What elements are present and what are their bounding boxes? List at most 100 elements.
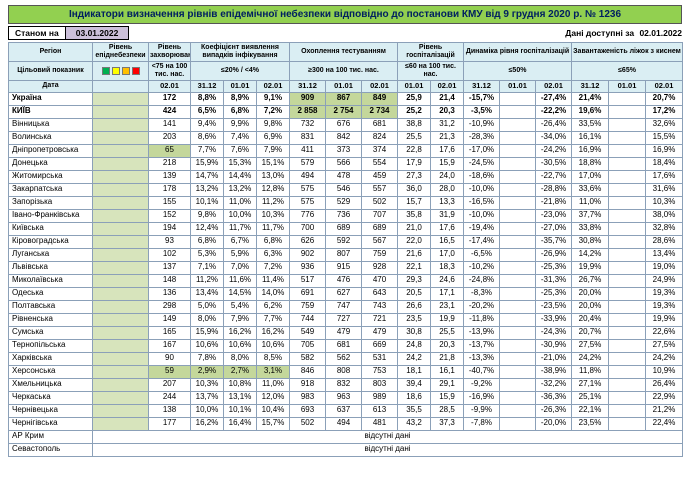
indicators-table: Регіон Рівень епіднебезпеки Рівень захво…	[8, 41, 684, 457]
value-cell: 207	[148, 377, 191, 392]
value-cell: 7,8%	[190, 351, 224, 366]
epid-level-cell	[92, 273, 149, 288]
table-row: Дніпропетровська 65 7,7% 7,6% 7,9% 411 373 374 2…	[8, 143, 684, 158]
value-cell: 689	[325, 221, 362, 236]
value-cell: 16,2%	[223, 325, 257, 340]
value-cell	[608, 143, 647, 158]
table-row: КИЇВ 424 6,5% 6,8% 7,2% 2 858 2 754 2 734 25,2 20…	[8, 104, 684, 119]
value-cell	[499, 403, 536, 418]
value-cell: 517	[289, 273, 326, 288]
epid-level-cell	[92, 312, 149, 327]
value-cell: 8,0%	[190, 312, 224, 327]
value-cell: 10,6%	[223, 338, 257, 353]
value-cell: 676	[325, 117, 362, 132]
value-cell: 476	[325, 273, 362, 288]
value-cell: 15,9	[430, 156, 464, 171]
table-row: Запорізька 155 10,1% 11,0% 11,2% 575 529 502 15,…	[8, 195, 684, 210]
no-data-cell: відсутні дані	[91, 442, 684, 457]
date-header: 02.01	[645, 80, 684, 93]
epid-level-header: Рівень епіднебезпеки	[92, 41, 149, 63]
value-cell: -21,8%	[534, 195, 573, 210]
value-cell: 19,6%	[571, 104, 610, 119]
value-cell: -30,9%	[534, 338, 573, 353]
value-cell: -13,9%	[463, 325, 500, 340]
value-cell: -9,2%	[463, 377, 500, 392]
table-row: Донецька 218 15,9% 15,3% 15,1% 579 566 554 17,9 1…	[8, 156, 684, 171]
value-cell: 167	[148, 338, 191, 353]
value-cell: 27,3	[397, 169, 431, 184]
value-cell: 373	[325, 143, 362, 158]
value-cell: 28,6%	[645, 234, 684, 249]
value-cell: 7,2%	[256, 260, 290, 275]
value-cell: -19,4%	[463, 221, 500, 236]
value-cell: -10,9%	[463, 117, 500, 132]
value-cell: 681	[325, 338, 362, 353]
value-cell: -24,5%	[463, 156, 500, 171]
date-header: 31.12	[190, 80, 224, 93]
value-cell: 8,9%	[223, 91, 257, 106]
value-cell: -31,3%	[534, 273, 573, 288]
value-cell: 575	[289, 182, 326, 197]
date-header: 02.01	[256, 80, 290, 93]
value-cell: -10,0%	[463, 182, 500, 197]
value-cell	[608, 351, 647, 366]
value-cell	[499, 156, 536, 171]
value-cell	[499, 286, 536, 301]
value-cell: 727	[325, 312, 362, 327]
value-cell: 481	[361, 416, 398, 431]
value-cell: -10,2%	[463, 260, 500, 275]
region-name: Севастополь	[8, 442, 93, 457]
value-cell: 155	[148, 195, 191, 210]
value-cell: 6,2%	[256, 299, 290, 314]
table-row: Харківська 90 7,8% 8,0% 8,5% 582 562 531 24,2 21,…	[8, 351, 684, 366]
value-cell: 13,3	[430, 195, 464, 210]
value-cell: 138	[148, 403, 191, 418]
value-cell: 29,1	[430, 377, 464, 392]
value-cell: 17,0	[430, 247, 464, 262]
value-cell: 20,0%	[571, 286, 610, 301]
value-cell: 8,0%	[223, 351, 257, 366]
value-cell: 37,7%	[571, 208, 610, 223]
value-cell: 2 754	[325, 104, 362, 119]
value-cell: 11,2%	[256, 195, 290, 210]
value-cell: 139	[148, 169, 191, 184]
region-name: Сумська	[8, 325, 93, 340]
epid-level-cell	[92, 195, 149, 210]
value-cell: 59	[148, 364, 191, 379]
epid-level-cell	[92, 351, 149, 366]
value-cell: 18,8%	[571, 156, 610, 171]
value-cell: 17,6	[430, 143, 464, 158]
value-cell	[499, 351, 536, 366]
value-cell	[499, 299, 536, 314]
group-title-3: Рівень госпіталізацій	[397, 41, 464, 63]
value-cell: 178	[148, 182, 191, 197]
value-cell: 831	[289, 130, 326, 145]
value-cell: 298	[148, 299, 191, 314]
value-cell	[608, 247, 647, 262]
value-cell: -35,7%	[534, 234, 573, 249]
value-cell: 963	[325, 390, 362, 405]
value-cell: 803	[361, 377, 398, 392]
value-cell: 470	[361, 273, 398, 288]
value-cell: 19,9%	[571, 260, 610, 275]
date-header: 01.01	[397, 80, 431, 93]
value-cell: 25,5	[430, 325, 464, 340]
value-cell: 9,4%	[190, 117, 224, 132]
value-cell: 529	[325, 195, 362, 210]
value-cell: 11,7%	[223, 221, 257, 236]
data-available-date: 02.01.2022	[639, 28, 682, 38]
value-cell: 13,0%	[256, 169, 290, 184]
table-row: Полтавська 298 5,0% 5,4% 6,2% 759 747 743 26,6 23…	[8, 299, 684, 314]
value-cell: 10,0%	[223, 208, 257, 223]
value-cell: 172	[148, 91, 191, 106]
value-cell: -3,5%	[463, 104, 500, 119]
value-cell	[608, 221, 647, 236]
date-header: 31.12	[463, 80, 500, 93]
value-cell: 7,7%	[256, 312, 290, 327]
value-cell: 25,1%	[571, 390, 610, 405]
group-target-2: ≥300 на 100 тис. нас.	[289, 61, 398, 82]
value-cell: 14,7%	[190, 169, 224, 184]
epid-level-cell	[92, 117, 149, 132]
epid-level-cell	[92, 338, 149, 353]
epid-level-cell	[92, 377, 149, 392]
